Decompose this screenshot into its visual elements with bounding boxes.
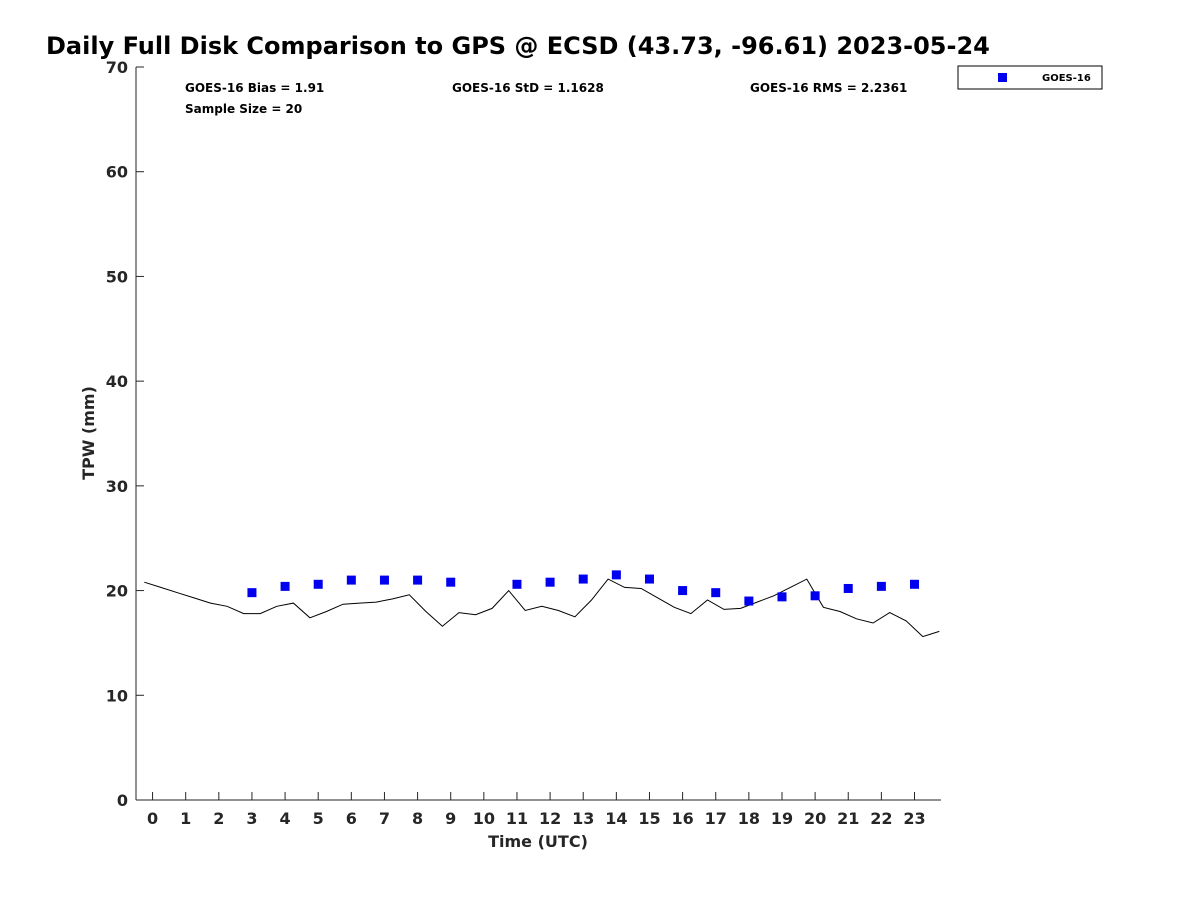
plot-axes (135, 67, 941, 801)
gps-line-layer (144, 578, 940, 638)
y-tick-label: 60 (106, 163, 128, 182)
x-tick-label: 19 (771, 809, 793, 828)
goes16-point (777, 592, 787, 602)
x-tick-label: 10 (473, 809, 495, 828)
y-axis-label: TPW (mm) (79, 386, 98, 480)
y-tick-label: 70 (106, 58, 128, 77)
x-tick-label: 18 (738, 809, 760, 828)
sample-size-stat: Sample Size = 20 (185, 102, 302, 116)
goes16-point (413, 575, 423, 585)
x-tick-label: 20 (804, 809, 826, 828)
x-tick-label: 11 (506, 809, 528, 828)
x-tick-label: 5 (313, 809, 324, 828)
goes16-point (744, 596, 754, 606)
goes16-point (313, 579, 323, 589)
x-tick-label: 16 (671, 809, 693, 828)
x-tick-label: 13 (572, 809, 594, 828)
x-tick-label: 15 (638, 809, 660, 828)
legend-label-goes16: GOES-16 (1042, 73, 1091, 84)
y-tick-label: 50 (106, 267, 128, 286)
x-tick-label: 0 (147, 809, 158, 828)
x-tick-label: 3 (246, 809, 257, 828)
legend-marker-goes16 (998, 73, 1007, 82)
goes16-marker-layer (247, 570, 919, 606)
y-tick-label: 10 (106, 686, 128, 705)
goes16-point (810, 591, 820, 601)
y-axis-ticks: 0 10 20 30 40 50 60 70 (106, 58, 144, 810)
x-tick-label: 7 (379, 809, 390, 828)
x-tick-label: 21 (837, 809, 859, 828)
x-tick-label: 2 (213, 809, 224, 828)
x-axis-ticks: 0 1 2 3 4 5 6 7 8 9 10 11 12 13 14 15 16 17 18 19 20 21 22 23 (147, 792, 926, 828)
x-tick-label: 9 (445, 809, 456, 828)
x-tick-label: 6 (346, 809, 357, 828)
y-tick-label: 0 (117, 791, 128, 810)
x-tick-label: 4 (280, 809, 291, 828)
goes16-point (711, 588, 721, 598)
x-tick-label: 8 (412, 809, 423, 828)
goes16-point (247, 588, 257, 598)
gps-tpw-line (144, 578, 940, 638)
legend: GOES-16 (957, 65, 1103, 90)
goes16-point (446, 577, 456, 587)
goes16-point (346, 575, 356, 585)
x-tick-label: 14 (605, 809, 627, 828)
goes16-point (512, 579, 522, 589)
goes16-point (909, 579, 919, 589)
x-axis-label: Time (UTC) (488, 832, 588, 851)
goes16-point (545, 577, 555, 587)
x-tick-label: 23 (903, 809, 925, 828)
x-tick-label: 1 (180, 809, 191, 828)
chart-title: Daily Full Disk Comparison to GPS @ ECSD… (46, 32, 990, 60)
goes16-point (644, 574, 654, 584)
x-tick-label: 22 (870, 809, 892, 828)
rms-stat: GOES-16 RMS = 2.2361 (750, 81, 907, 95)
x-tick-label: 12 (539, 809, 561, 828)
x-tick-label: 17 (705, 809, 727, 828)
legend-box (957, 65, 1103, 90)
goes16-point (611, 570, 621, 580)
bias-stat: GOES-16 Bias = 1.91 (185, 81, 324, 95)
goes16-point (678, 586, 688, 596)
goes16-point (843, 583, 853, 593)
y-tick-label: 20 (106, 582, 128, 601)
goes16-point (280, 581, 290, 591)
goes16-point (379, 575, 389, 585)
goes16-point (578, 574, 588, 584)
goes16-point (876, 581, 886, 591)
y-tick-label: 40 (106, 372, 128, 391)
y-tick-label: 30 (106, 477, 128, 496)
std-stat: GOES-16 StD = 1.1628 (452, 81, 604, 95)
